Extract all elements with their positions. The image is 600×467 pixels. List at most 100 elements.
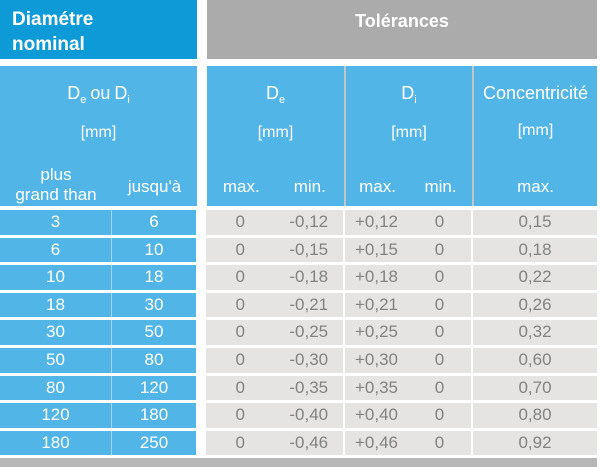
table-row: 30 50 0 -0,25 +0,25 0 0,32 <box>0 320 597 345</box>
cell-concentricite: 0,60 <box>473 347 597 373</box>
cell-de-min: -0,12 <box>274 210 343 235</box>
header-diametre-nominal: Diamétre nominal <box>0 0 197 59</box>
cell-de-min: -0,15 <box>274 237 343 263</box>
col-header-de: De [mm] max. min. <box>207 66 344 206</box>
cell-concentricite: 0,22 <box>473 265 597 290</box>
unit-label: [mm] <box>391 124 427 141</box>
vertical-divider <box>471 237 473 263</box>
cell-to: 50 <box>112 320 196 345</box>
cell-di-max: +0,18 <box>345 265 408 290</box>
col-header-conc-max: max. <box>517 177 554 196</box>
cell-di-max: +0,15 <box>345 237 408 263</box>
table-row: 180 250 0 -0,46 +0,46 0 0,92 <box>0 430 597 456</box>
cell-de-min: -0,21 <box>274 292 343 318</box>
unit-label: [mm] <box>80 124 117 141</box>
cell-to: 6 <box>112 210 196 235</box>
vertical-divider <box>343 403 345 428</box>
cell-from: 50 <box>0 347 112 373</box>
cell-di-max: +0,40 <box>345 403 408 428</box>
vertical-divider <box>471 265 473 290</box>
column-gap <box>196 237 206 263</box>
cell-from: 3 <box>0 210 112 235</box>
cell-di-max: +0,35 <box>345 375 408 401</box>
column-gap <box>196 347 206 373</box>
cell-concentricite: 0,70 <box>473 375 597 401</box>
col-header-di: Di [mm] max. min. <box>346 66 472 206</box>
cell-di-max: +0,46 <box>345 430 408 456</box>
cell-concentricite: 0,92 <box>473 430 597 456</box>
cell-de-max: 0 <box>206 265 275 290</box>
cell-concentricite: 0,26 <box>473 292 597 318</box>
cell-to: 30 <box>112 292 196 318</box>
col-header-diameter: De ou Di [mm] plus grand than jusqu'à <box>0 66 197 206</box>
table-row: 80 120 0 -0,35 +0,35 0 0,70 <box>0 375 597 401</box>
table-row: 120 180 0 -0,40 +0,40 0 0,80 <box>0 403 597 428</box>
cell-di-min: 0 <box>408 403 471 428</box>
cell-from: 10 <box>0 265 112 290</box>
cell-de-max: 0 <box>206 430 275 456</box>
cell-de-max: 0 <box>206 237 275 263</box>
column-gap <box>196 320 206 345</box>
table-row: 3 6 0 -0,12 +0,12 0 0,15 <box>0 210 597 235</box>
col-header-plus-grand-than: plus grand than <box>15 165 97 204</box>
cell-de-min: -0,46 <box>274 430 343 456</box>
vertical-divider <box>343 210 345 235</box>
cell-de-max: 0 <box>206 375 275 401</box>
col-header-de-max: max. <box>222 177 260 196</box>
cell-di-min: 0 <box>408 430 471 456</box>
column-gap <box>196 210 206 235</box>
col-header-de-min: min. <box>293 177 326 196</box>
cell-di-min: 0 <box>408 265 471 290</box>
cell-to: 18 <box>112 265 196 290</box>
cell-de-max: 0 <box>206 320 275 345</box>
unit-label: [mm] <box>257 124 294 141</box>
col-header-jusqua: jusqu'à <box>127 177 182 196</box>
cell-from: 180 <box>0 430 112 456</box>
cell-concentricite: 0,15 <box>473 210 597 235</box>
table-subheader: De ou Di [mm] plus grand than jusqu'à De [… <box>0 66 597 206</box>
vertical-divider <box>472 66 474 206</box>
cell-concentricite: 0,32 <box>473 320 597 345</box>
cell-de-max: 0 <box>206 347 275 373</box>
col-header-de-ou-di: De ou Di <box>67 83 130 106</box>
column-gap <box>197 0 207 59</box>
cell-to: 120 <box>112 375 196 401</box>
range-labels: plus grand than jusqu'à <box>0 165 197 206</box>
cell-di-max: +0,12 <box>345 210 408 235</box>
vertical-divider <box>343 375 345 401</box>
vertical-divider <box>471 210 473 235</box>
cell-to: 250 <box>112 430 196 456</box>
table-row: 10 18 0 -0,18 +0,18 0 0,22 <box>0 265 597 290</box>
cell-from: 120 <box>0 403 112 428</box>
cell-di-min: 0 <box>408 375 471 401</box>
vertical-divider <box>343 430 345 456</box>
cell-from: 30 <box>0 320 112 345</box>
table-row: 50 80 0 -0,30 +0,30 0 0,60 <box>0 347 597 373</box>
vertical-divider <box>471 375 473 401</box>
column-gap <box>196 403 206 428</box>
vertical-divider <box>343 265 345 290</box>
unit-label: [mm] <box>517 122 554 139</box>
vertical-divider <box>344 66 346 206</box>
cell-from: 6 <box>0 237 112 263</box>
vertical-divider <box>471 347 473 373</box>
cell-to: 180 <box>112 403 196 428</box>
cell-di-min: 0 <box>408 210 471 235</box>
vertical-divider <box>343 320 345 345</box>
table-body: 3 6 0 -0,12 +0,12 0 0,15 6 10 0 -0,15 +0… <box>0 210 597 456</box>
col-header-di-min: min. <box>424 177 457 196</box>
table-header: Diamétre nominal Tolérances <box>0 0 597 59</box>
cell-de-max: 0 <box>206 210 275 235</box>
cell-di-min: 0 <box>408 237 471 263</box>
vertical-divider <box>471 292 473 318</box>
cell-de-min: -0,18 <box>274 265 343 290</box>
footer-bar <box>0 458 597 467</box>
cell-di-max: +0,21 <box>345 292 408 318</box>
header-tolerances-label: Tolérances <box>355 11 449 31</box>
col-header-di-max: max. <box>359 177 396 196</box>
column-gap <box>196 430 206 456</box>
cell-di-max: +0,30 <box>345 347 408 373</box>
cell-de-min: -0,35 <box>274 375 343 401</box>
cell-to: 10 <box>112 237 196 263</box>
